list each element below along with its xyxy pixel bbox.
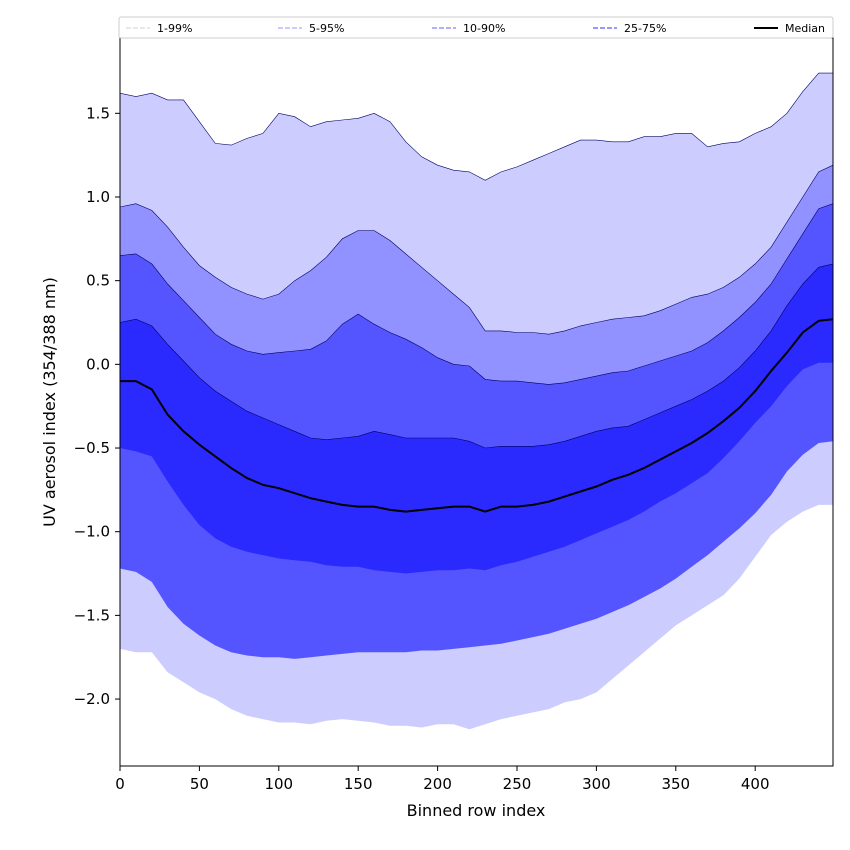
x-tick-label: 350 (661, 775, 690, 793)
band-upper-edge-10-90% (119, 203, 834, 385)
y-axis-title: UV aerosol index (354/388 nm) (40, 277, 59, 527)
band-25-75% (120, 263, 833, 574)
median-layer (120, 318, 834, 513)
y-tick-label: 1.5 (86, 104, 110, 122)
x-tick-label: 150 (344, 775, 373, 793)
legend-label: 5-95% (309, 22, 344, 35)
legend-box (118, 16, 834, 39)
y-tick-label: −0.5 (74, 439, 110, 457)
band-upper-edge-5-95% (119, 164, 834, 335)
x-tick-label: 100 (264, 775, 293, 793)
x-tick-label: 50 (190, 775, 209, 793)
y-axis: −2.0 −1.5 −1.0 −0.5 0.0 0.5 1.0 1.5 (74, 104, 120, 708)
legend: 1-99% 5-95% 10-90% 25-75% Median (118, 16, 834, 39)
x-tick-label: 300 (582, 775, 611, 793)
y-tick-label: −2.0 (74, 690, 110, 708)
band-layer (119, 72, 834, 730)
x-tick-label: 0 (115, 775, 125, 793)
x-axis: 0 50 100 150 200 250 300 350 400 (115, 766, 770, 793)
series-line-median (120, 318, 834, 513)
legend-label: Median (785, 22, 825, 35)
legend-label: 25-75% (624, 22, 666, 35)
x-tick-label: 400 (741, 775, 770, 793)
y-tick-label: −1.5 (74, 606, 110, 624)
y-tick-label: −1.0 (74, 523, 110, 541)
band-upper-edge-25-75% (119, 263, 834, 449)
x-tick-label: 250 (503, 775, 532, 793)
band-upper-edge-1-99% (119, 72, 833, 181)
legend-label: 10-90% (463, 22, 505, 35)
x-axis-title: Binned row index (407, 801, 546, 820)
y-tick-label: 0.5 (86, 272, 110, 290)
legend-items: 1-99% 5-95% 10-90% 25-75% Median (126, 22, 825, 35)
x-tick-label: 200 (423, 775, 452, 793)
y-tick-label: 1.0 (86, 188, 110, 206)
legend-label: 1-99% (157, 22, 192, 35)
y-tick-label: 0.0 (86, 355, 110, 373)
